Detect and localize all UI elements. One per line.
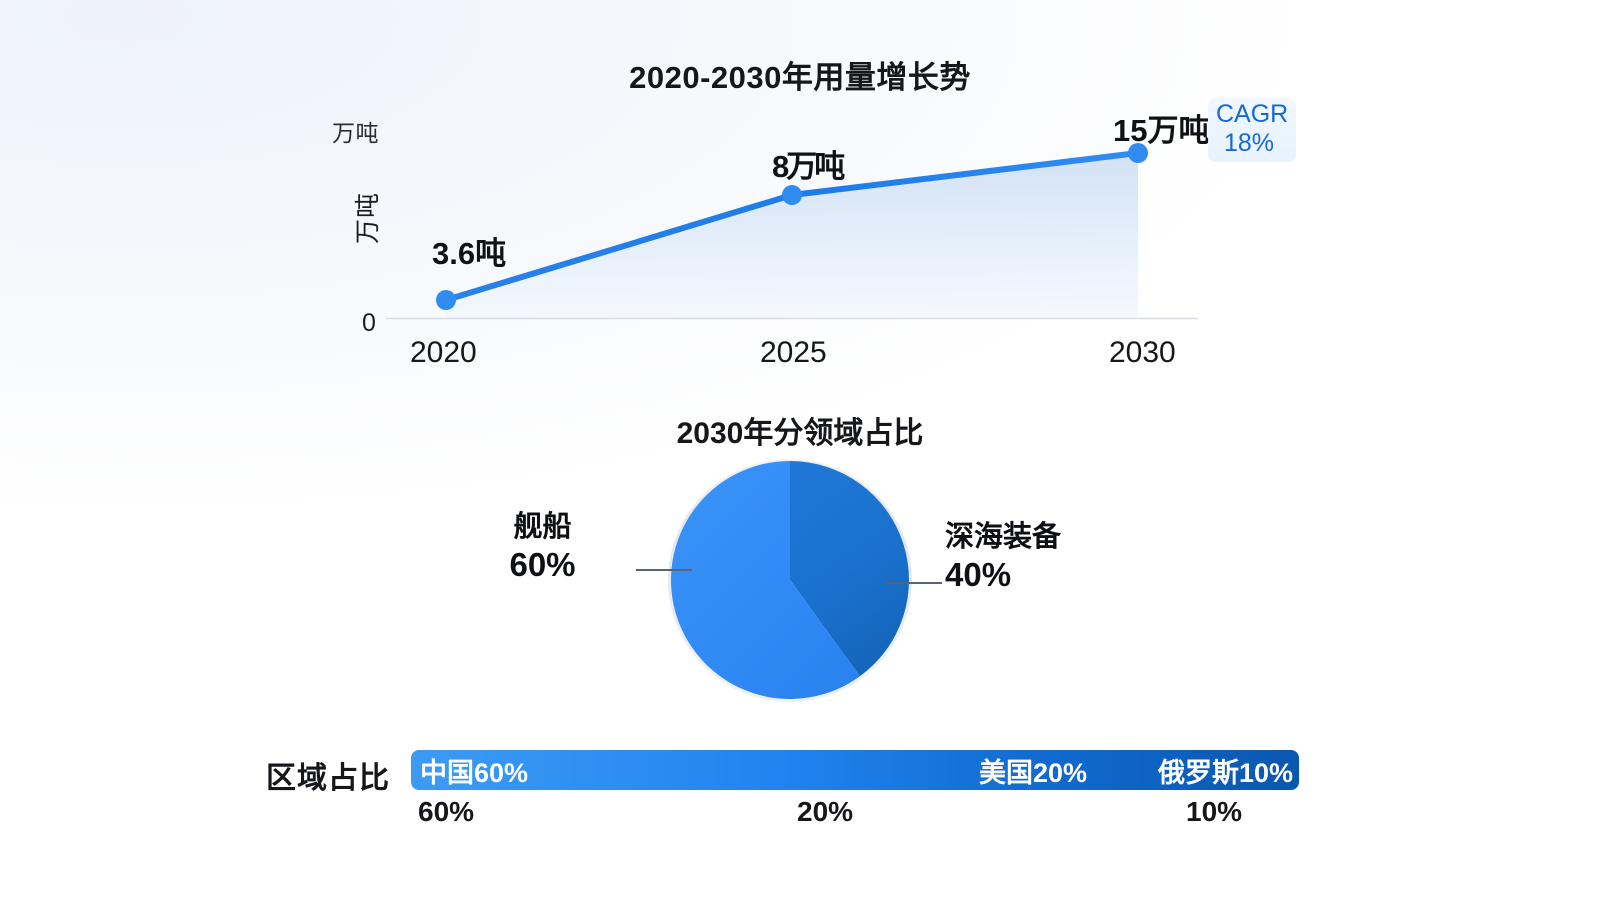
x-axis-tick-2025: 2025 — [760, 336, 827, 369]
y-axis-tick-zero: 0 — [362, 309, 376, 337]
line-chart-section: 2020-2030年用量增长势 万吨 万吨 0 — [0, 0, 1600, 392]
region-share-section: 区域占比 中国60% 美国20% 俄罗斯10% 60% 20% 10% — [0, 722, 1600, 898]
line-point-label-2030: 15万吨 — [1113, 113, 1210, 148]
pie-leader-line-right — [886, 582, 942, 584]
line-chart-title: 2020-2030年用量增长势 — [629, 60, 971, 95]
x-axis-tick-2020: 2020 — [410, 336, 477, 369]
x-axis-tick-2030: 2030 — [1109, 336, 1176, 369]
region-value-china: 60% — [418, 796, 475, 827]
pie-chart-graphic — [665, 455, 915, 705]
region-segment-china: 中国60% — [420, 757, 529, 788]
pie-label-ships-value: 60% — [509, 546, 576, 584]
pie-label-deepsea-name: 深海装备 — [945, 521, 1062, 553]
y-axis-label: 万吨 — [354, 192, 382, 245]
region-value-usa: 20% — [797, 796, 854, 827]
pie-label-ships-name: 舰船 — [513, 511, 572, 543]
line-chart-plot — [386, 110, 1198, 328]
pie-label-ships: 舰船 60% — [460, 512, 625, 583]
cagr-value: 18% — [1224, 129, 1275, 157]
pie-leader-line-left — [636, 569, 692, 571]
region-value-russia: 10% — [1186, 796, 1243, 827]
line-point-label-2020: 3.6吨 — [432, 236, 507, 271]
pie-chart-section: 2030年分领域占比 — [0, 392, 1600, 722]
cagr-label: CAGR — [1216, 100, 1289, 128]
pie-chart-title: 2030年分领域占比 — [676, 417, 924, 450]
region-segment-usa: 美国20% — [978, 757, 1088, 788]
pie-label-deepsea-value: 40% — [945, 556, 1012, 594]
line-point-label-2025: 8万吨 — [772, 149, 845, 184]
region-share-title: 区域占比 — [266, 762, 390, 795]
cagr-badge: CAGR 18% — [1208, 98, 1297, 162]
y-axis-unit-top: 万吨 — [332, 120, 379, 146]
region-segment-russia: 俄罗斯10% — [1157, 757, 1293, 788]
pie-label-deepsea: 深海装备 40% — [945, 522, 1165, 593]
region-share-bar: 中国60% 美国20% 俄罗斯10% — [411, 750, 1299, 790]
